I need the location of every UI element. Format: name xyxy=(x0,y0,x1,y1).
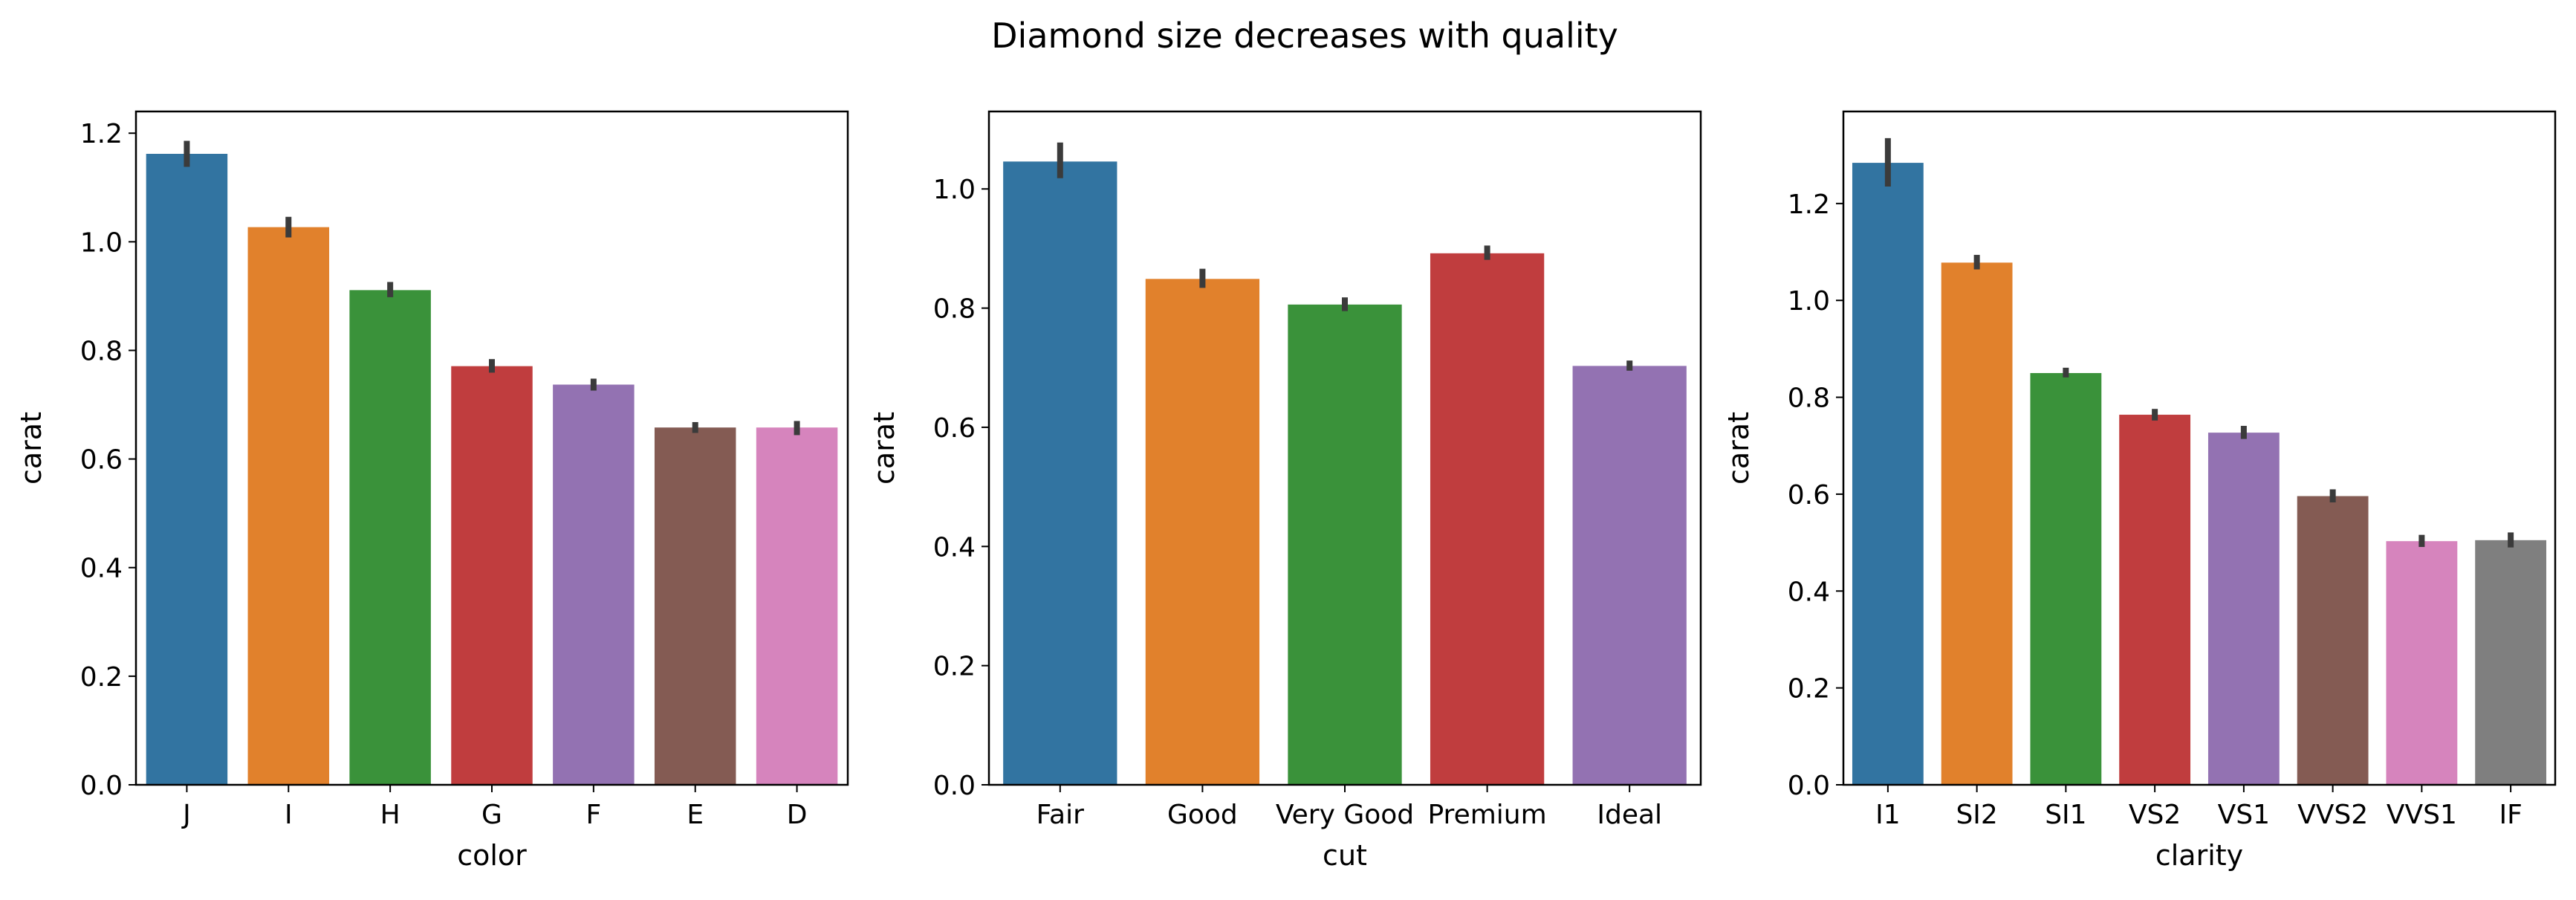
y-tick-label: 0.0 xyxy=(80,771,123,801)
x-tick-label: H xyxy=(380,800,400,830)
subplot-3: I1 SI2 SI1 VS2 VS1 VVS2 VVS1 IF 0.0 0.2 0.4 0.6 0.8 1… xyxy=(1722,110,2557,872)
x-tick-label: VS2 xyxy=(2129,800,2181,830)
y-axis-label: carat xyxy=(868,412,901,485)
x-tick-label: I xyxy=(285,800,293,830)
y-tick-label: 1.0 xyxy=(80,227,123,258)
x-tick-label: SI2 xyxy=(1956,800,1997,830)
bar-vvs1 xyxy=(2386,541,2458,785)
bar-h xyxy=(349,290,431,785)
x-tick-label: D xyxy=(787,800,808,830)
y-tick-label: 0.2 xyxy=(1788,674,1830,705)
x-tick-label: I1 xyxy=(1875,800,1901,830)
x-tick-label: IF xyxy=(2499,800,2522,830)
bar-fair xyxy=(1003,161,1117,785)
y-tick-label: 0.8 xyxy=(1788,383,1830,414)
x-tick-label: Very Good xyxy=(1276,800,1414,830)
y-tick-label: 0.8 xyxy=(80,336,123,366)
y-tick-label: 0.4 xyxy=(1788,577,1830,607)
subplot-2: Fair Good Very Good Premium Ideal 0.0 0.2 0.4 0.… xyxy=(868,110,1702,872)
x-tick-label: VVS2 xyxy=(2297,800,2368,830)
x-tick-label: G xyxy=(481,800,502,830)
bar-f xyxy=(553,384,635,785)
x-tick-label: SI1 xyxy=(2045,800,2086,830)
y-tick-label: 0.6 xyxy=(933,413,976,444)
y-tick-label: 1.0 xyxy=(1788,286,1830,317)
bar-si2 xyxy=(1941,262,2013,785)
y-axis-label: carat xyxy=(1722,412,1755,485)
y-axis-label: carat xyxy=(15,412,48,485)
bar-ideal xyxy=(1572,366,1687,786)
bar-d xyxy=(756,427,838,785)
y-tick-label: 0.2 xyxy=(80,662,123,693)
x-axis-label: clarity xyxy=(2155,839,2243,872)
bar-vs2 xyxy=(2119,415,2191,785)
y-tick-label: 0.0 xyxy=(933,771,976,801)
bar-i1 xyxy=(1852,163,1924,786)
x-tick-label: Good xyxy=(1167,800,1238,830)
y-tick-label: 0.6 xyxy=(1788,480,1830,511)
x-tick-label: F xyxy=(585,800,601,830)
y-tick-label: 0.2 xyxy=(933,652,976,682)
bar-vs1 xyxy=(2207,433,2280,785)
y-tick-label: 0.6 xyxy=(80,445,123,476)
y-tick-label: 1.2 xyxy=(80,119,123,149)
bar-very-good xyxy=(1288,304,1402,785)
y-tick-label: 0.8 xyxy=(933,294,976,325)
figure-title: Diamond size decreases with quality xyxy=(991,16,1618,56)
y-tick-label: 0.0 xyxy=(1788,771,1830,801)
bar-i xyxy=(247,227,330,785)
bar-premium xyxy=(1430,253,1545,785)
x-tick-label: Ideal xyxy=(1597,800,1662,830)
y-tick-label: 1.2 xyxy=(1788,190,1830,220)
x-axis-label: cut xyxy=(1323,839,1367,872)
axes-frame xyxy=(1842,110,2557,786)
x-tick-label: VS1 xyxy=(2218,800,2270,830)
x-tick-label: J xyxy=(181,800,191,830)
subplot-1: J I H G F E D 0.0 0.2 0.4 0.6 0.8 1.0 1.2 color carat xyxy=(15,110,849,872)
axes-frame xyxy=(987,110,1702,786)
bar-j xyxy=(146,153,228,785)
axes-frame xyxy=(134,110,849,786)
x-tick-label: VVS1 xyxy=(2387,800,2457,830)
subplots: J I H G F E D0.00.20.40.60.81.01.2colorcaratFa… xyxy=(15,110,2557,872)
x-tick-label: Fair xyxy=(1036,800,1084,830)
bar-good xyxy=(1145,279,1260,785)
bar-e xyxy=(654,427,736,785)
bar-g xyxy=(451,366,533,785)
x-tick-label: E xyxy=(687,800,704,830)
bar-vvs2 xyxy=(2297,496,2369,785)
y-tick-label: 0.4 xyxy=(80,554,123,584)
bar-si1 xyxy=(2030,372,2102,786)
y-tick-label: 0.4 xyxy=(933,532,976,563)
x-axis-label: color xyxy=(457,839,527,872)
x-tick-label: Premium xyxy=(1427,800,1546,830)
bar-if xyxy=(2475,540,2547,785)
y-tick-label: 1.0 xyxy=(933,175,976,205)
